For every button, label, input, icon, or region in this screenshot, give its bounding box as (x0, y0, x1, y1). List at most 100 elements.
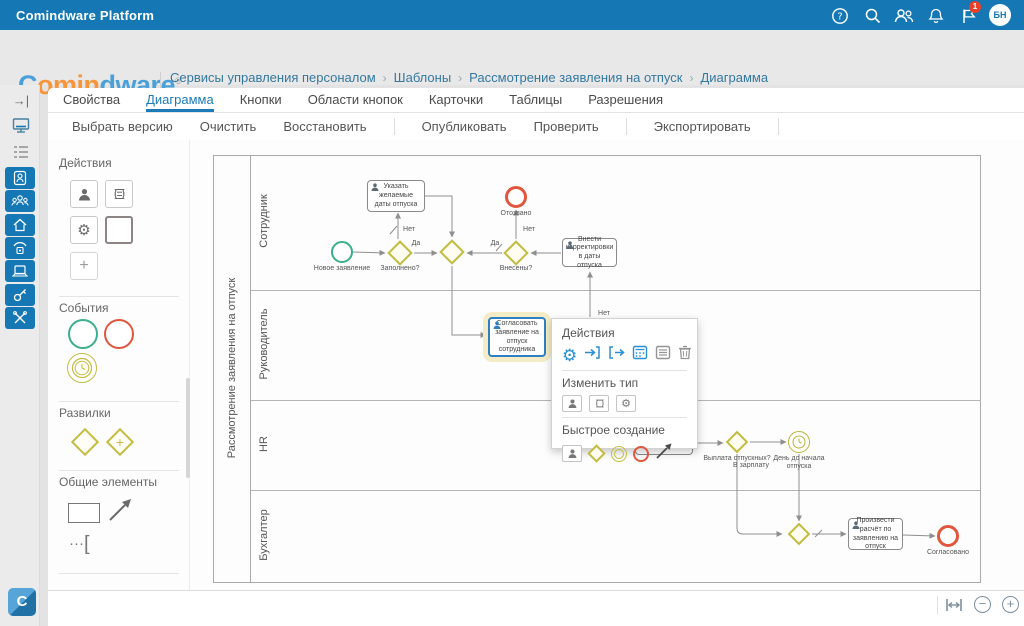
end-event-button[interactable] (104, 319, 134, 349)
tab-cards[interactable]: Карточки (428, 92, 484, 107)
tab-properties[interactable]: Свойства (63, 92, 121, 107)
palette-section-events: События (59, 301, 109, 315)
toolbar-divider (625, 118, 627, 135)
task-approve-request-selected[interactable]: Согласовать заявление на отпуск сотрудни… (488, 317, 546, 357)
task-label: Произвести расчёт по заявлению на отпуск (852, 517, 899, 551)
tab-permissions[interactable]: Разрешения (588, 92, 664, 107)
gateway-filled-label: Заполнено? (380, 265, 420, 272)
task-label: Внести корректировки в даты отпуска (565, 235, 614, 269)
quick-gateway-button[interactable] (587, 444, 606, 463)
service-task-button[interactable]: ⚙ (70, 216, 98, 244)
start-event[interactable] (331, 241, 353, 263)
popup-actions-title: Действия (562, 326, 615, 340)
breadcrumb-item[interactable]: Шаблоны (393, 70, 452, 85)
task-calc-request[interactable]: Произвести расчёт по заявлению на отпуск (848, 517, 903, 551)
breadcrumb-item-current[interactable]: Диаграмма (700, 70, 769, 85)
task-label: Указать желаемые даты отпуска (374, 183, 418, 208)
quick-user-task-button[interactable] (562, 445, 582, 462)
end-event-approved[interactable] (937, 525, 959, 547)
toolbar-divider (777, 118, 779, 135)
publish-button[interactable]: Опубликовать (421, 119, 507, 134)
quick-end-event-button[interactable] (633, 445, 649, 462)
plain-task-button[interactable] (105, 216, 133, 244)
phone-icon[interactable] (5, 237, 35, 259)
sign-in-icon[interactable] (584, 345, 601, 365)
clock-icon (792, 435, 806, 449)
avatar[interactable]: БН (989, 4, 1011, 26)
palette-divider (59, 573, 179, 574)
tab-diagram[interactable]: Диаграмма (146, 88, 214, 112)
script-task-type-button[interactable] (589, 395, 609, 412)
zoom-out-icon[interactable]: − (974, 596, 991, 613)
bpmn-pool[interactable] (213, 155, 981, 583)
comindware-c-logo[interactable]: C (8, 588, 36, 616)
help-icon[interactable]: ? (831, 7, 849, 25)
lane-divider (251, 490, 981, 491)
laptop-icon[interactable] (5, 260, 35, 282)
timer-event[interactable] (788, 431, 810, 453)
subprocess-plus-button[interactable]: + (70, 252, 98, 280)
breadcrumb-item[interactable]: Сервисы управления персоналом (170, 70, 376, 85)
element-context-popup: Действия ⚙ Изменить тип ⚙ Быстрое создан… (551, 318, 698, 463)
tab-bar: Свойства Диаграмма Кнопки Области кнопок… (48, 88, 1024, 113)
script-task-button[interactable] (105, 180, 133, 208)
palette-section-actions: Действия (59, 156, 112, 170)
export-button[interactable]: Экспортировать (653, 119, 751, 134)
tab-buttons[interactable]: Кнопки (239, 92, 282, 107)
end-event-approved-label: Согласовано (926, 549, 970, 556)
restore-button[interactable]: Восстановить (283, 119, 367, 134)
header: Comindware® Сервисы управления персонало… (0, 30, 1024, 105)
connector-arrow-button[interactable] (106, 496, 134, 529)
breadcrumb-item[interactable]: Рассмотрение заявления на отпуск (469, 70, 683, 85)
quick-connector-button[interactable] (655, 442, 673, 465)
settings-icon[interactable]: ⚙ (562, 345, 578, 365)
end-event-withdrawn-label: Отозвано (500, 210, 532, 217)
user-task-button[interactable] (70, 180, 98, 208)
clear-button[interactable]: Очистить (199, 119, 257, 134)
monitor-icon[interactable] (8, 115, 34, 139)
service-task-type-button[interactable]: ⚙ (616, 395, 636, 412)
tools-icon[interactable] (5, 307, 35, 329)
zoom-bar: − + (48, 590, 1024, 618)
quick-intermediate-event-button[interactable] (611, 445, 627, 462)
search-icon[interactable] (864, 7, 882, 25)
zoom-in-icon[interactable]: + (1002, 596, 1019, 613)
collapse-icon[interactable]: →| (12, 93, 30, 108)
task-make-corrections[interactable]: Внести корректировки в даты отпуска (562, 236, 617, 269)
tab-tables[interactable]: Таблицы (509, 92, 563, 107)
breadcrumb: Сервисы управления персоналом › Шаблоны › Ра… (170, 70, 768, 85)
tab-button-areas[interactable]: Области кнопок (307, 92, 403, 107)
text-annotation-button[interactable]: ···[ (69, 533, 90, 555)
sign-out-icon[interactable] (608, 345, 625, 365)
lane-label-accountant: Бухгалтер (258, 509, 270, 561)
toolbar-divider (393, 118, 395, 135)
id-badge-icon[interactable] (5, 167, 35, 189)
user-task-type-button[interactable] (562, 395, 582, 412)
checklist-icon[interactable] (8, 143, 34, 163)
select-version-button[interactable]: Выбрать версию (72, 119, 173, 134)
parallel-gateway-button[interactable]: + (105, 427, 135, 457)
bell-icon[interactable] (927, 7, 945, 25)
key-icon[interactable] (5, 284, 35, 306)
user-task-icon (493, 321, 501, 333)
header-divider (160, 72, 161, 100)
timer-event-button[interactable] (67, 353, 97, 383)
home-icon[interactable] (5, 214, 35, 236)
exclusive-gateway-button[interactable] (70, 427, 100, 457)
trash-icon[interactable] (678, 345, 692, 365)
task-specify-dates[interactable]: Указать желаемые даты отпуска (367, 180, 425, 212)
team-icon[interactable] (5, 190, 35, 212)
rectangle-button[interactable] (68, 503, 100, 523)
form-icon[interactable] (632, 345, 648, 365)
list-icon[interactable] (655, 345, 671, 365)
fit-width-icon[interactable] (945, 597, 963, 618)
plus-glyph: + (115, 434, 125, 450)
end-event-withdrawn[interactable] (505, 186, 527, 208)
verify-button[interactable]: Проверить (533, 119, 599, 134)
chevron-right-icon: › (689, 71, 694, 85)
user-task-icon (566, 241, 574, 253)
palette-scrollbar[interactable] (186, 378, 190, 478)
users-icon[interactable] (893, 7, 915, 25)
start-event-button[interactable] (68, 319, 98, 349)
flow-label-no: Нет (403, 226, 415, 233)
